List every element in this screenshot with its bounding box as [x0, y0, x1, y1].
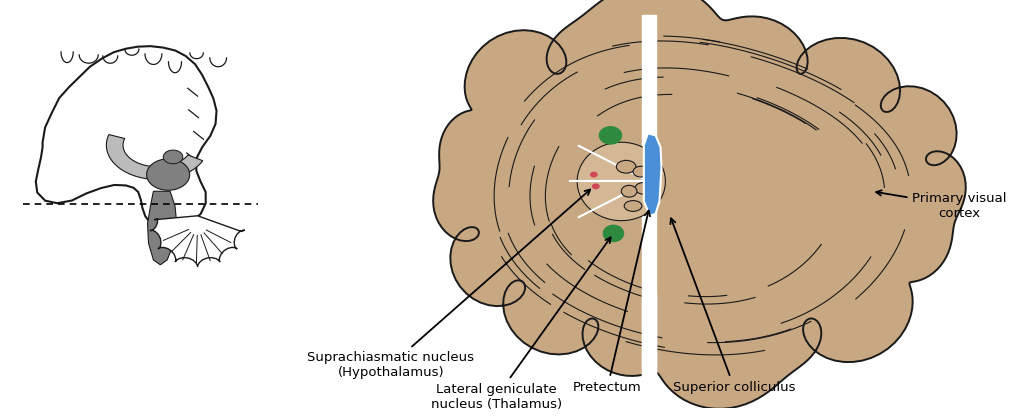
- Polygon shape: [433, 0, 966, 409]
- Polygon shape: [150, 216, 245, 267]
- Polygon shape: [578, 142, 666, 220]
- Ellipse shape: [633, 166, 649, 177]
- Text: Suprachiasmatic nucleus
(Hypothalamus): Suprachiasmatic nucleus (Hypothalamus): [307, 190, 590, 379]
- Polygon shape: [106, 134, 203, 179]
- Ellipse shape: [625, 201, 642, 211]
- Ellipse shape: [622, 186, 637, 197]
- Polygon shape: [146, 159, 189, 190]
- Polygon shape: [163, 150, 183, 164]
- Text: Pretectum: Pretectum: [573, 210, 650, 394]
- Ellipse shape: [603, 225, 625, 242]
- Text: Lateral geniculate
nucleus (Thalamus): Lateral geniculate nucleus (Thalamus): [431, 238, 610, 411]
- Polygon shape: [644, 134, 662, 216]
- Polygon shape: [147, 191, 177, 265]
- Text: Primary visual
cortex: Primary visual cortex: [877, 190, 1007, 220]
- Polygon shape: [36, 46, 216, 231]
- Ellipse shape: [599, 126, 623, 145]
- Ellipse shape: [590, 172, 598, 178]
- Ellipse shape: [635, 183, 652, 194]
- Text: Superior colliculus: Superior colliculus: [671, 218, 796, 394]
- Ellipse shape: [616, 160, 636, 173]
- Ellipse shape: [592, 183, 600, 189]
